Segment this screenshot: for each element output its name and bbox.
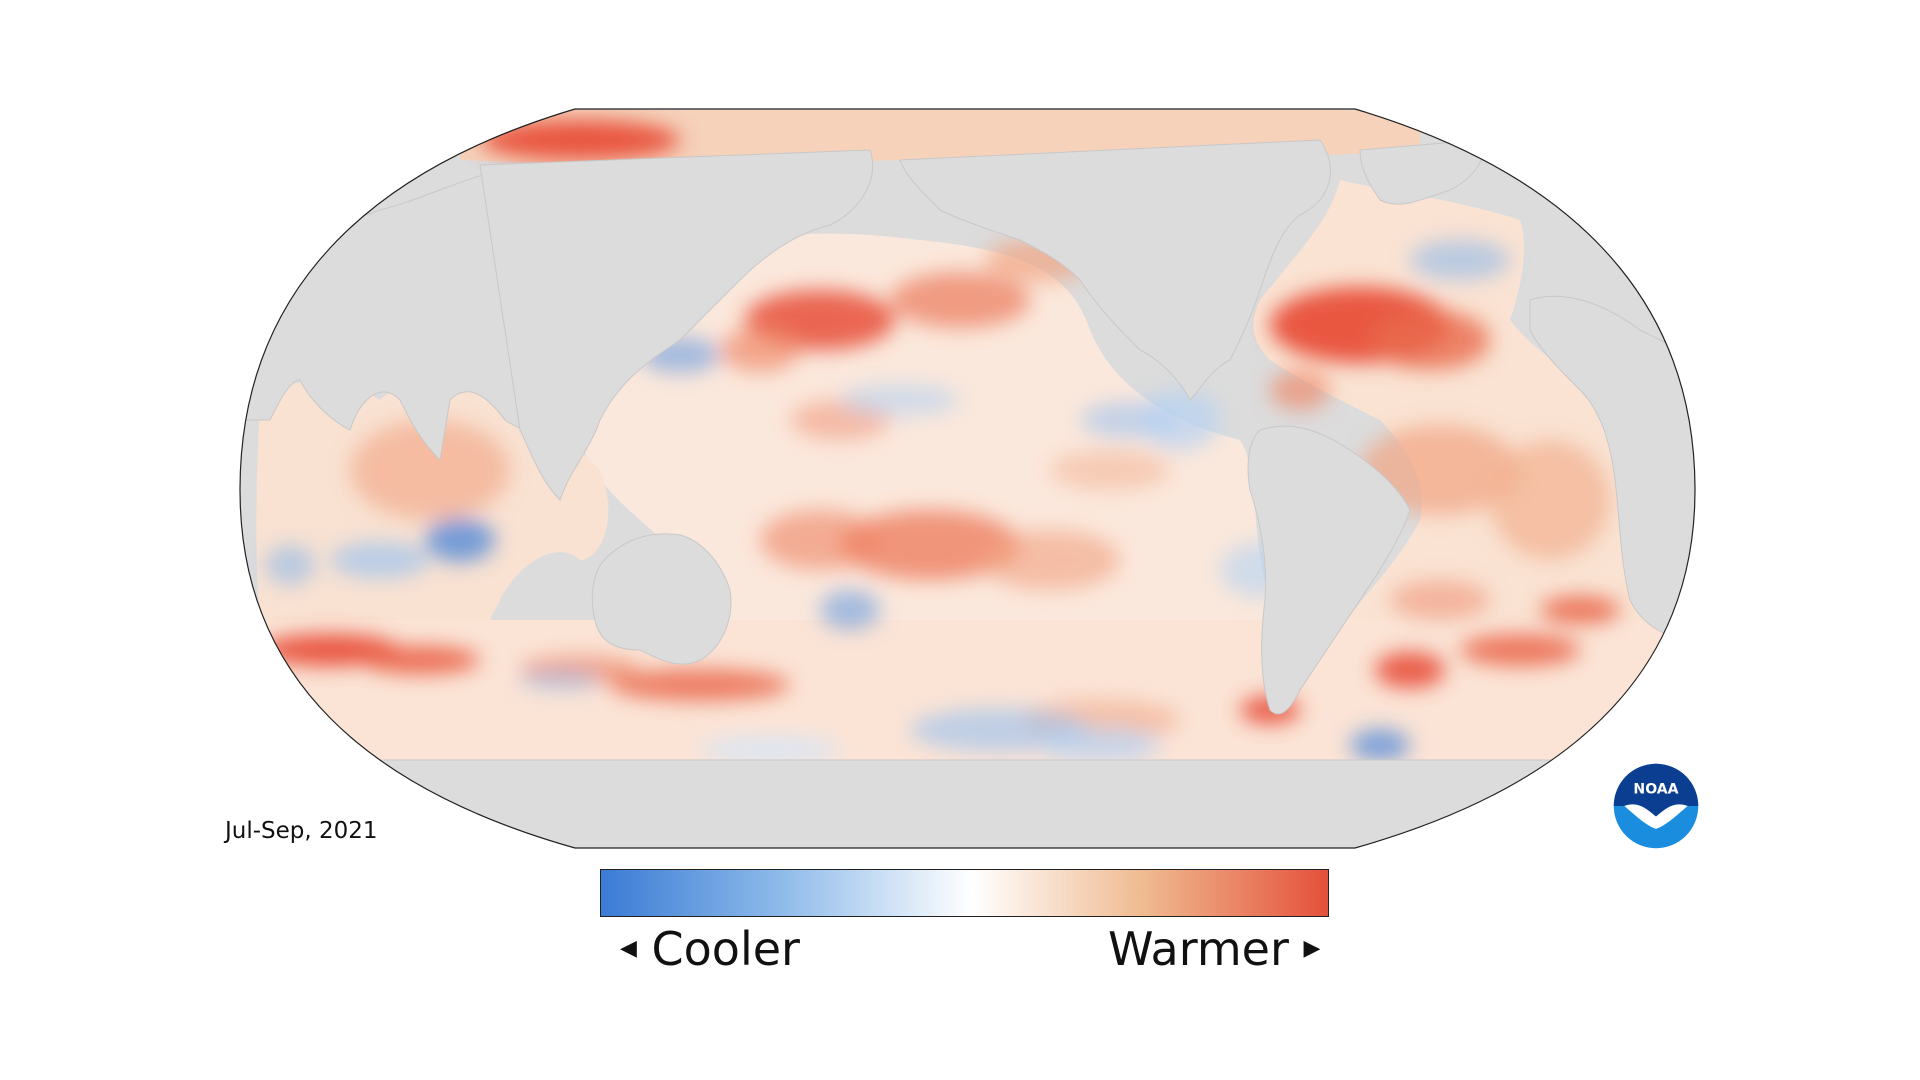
noaa-logo-text: NOAA [1633,782,1678,798]
legend-cooler-label: Cooler [651,922,800,976]
continents [240,139,1695,848]
southern-ocean [240,620,1695,760]
anomaly-field [260,120,1620,764]
land-australia [591,533,732,665]
land-south-america [1247,425,1411,715]
land-antarctica [240,759,1695,848]
land-africa-east [1529,295,1695,641]
legend-warmer: Warmer ▶ [1108,920,1320,982]
land-greenland [1359,139,1484,205]
legend-color-bar [600,869,1329,917]
map-border [239,108,1696,849]
arrow-right-icon: ▶ [1303,935,1321,961]
arrow-left-icon: ◀ [620,935,637,961]
legend-warmer-label: Warmer [1108,922,1289,976]
noaa-logo: NOAA [1613,763,1699,849]
map-globe [240,109,1695,848]
land-north-america [899,139,1331,401]
legend-cooler: ◀ Cooler [620,920,800,982]
period-label: Jul-Sep, 2021 [225,818,378,844]
land-asia [479,149,874,501]
